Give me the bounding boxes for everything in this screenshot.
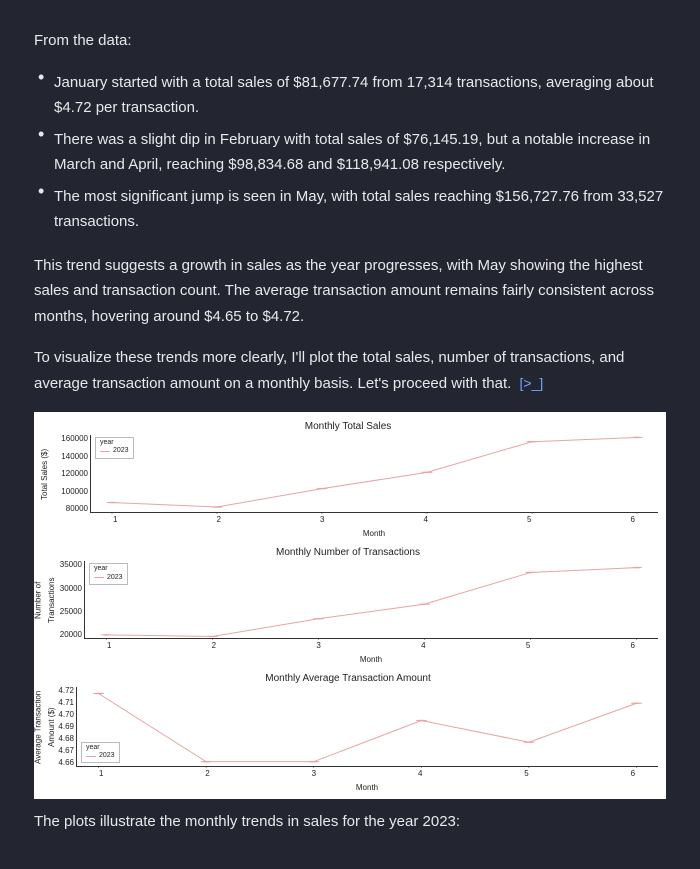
x-tick: 5 <box>527 513 531 527</box>
legend-label: 2023 <box>113 447 129 455</box>
x-ticks: 1 2 3 4 5 6 <box>76 767 658 781</box>
x-axis-label: Month <box>38 527 658 543</box>
x-tick: 5 <box>524 767 528 781</box>
x-tick: 6 <box>631 639 635 653</box>
legend-swatch <box>94 577 104 578</box>
legend-title: year <box>86 744 115 752</box>
legend-label: 2023 <box>107 574 123 582</box>
x-axis-label: Month <box>38 781 658 797</box>
plot-area: year2023 <box>76 687 658 767</box>
x-ticks: 1 2 3 4 5 6 <box>90 513 658 527</box>
trend-paragraph: This trend suggests a growth in sales as… <box>34 253 666 330</box>
x-tick: 4 <box>418 767 422 781</box>
y-tick: 80000 <box>52 505 88 513</box>
legend-item: 2023 <box>86 752 115 760</box>
y-axis-label: Number of Transactions <box>38 561 52 639</box>
outro-text: The plots illustrate the monthly trends … <box>34 809 666 835</box>
legend-swatch <box>100 451 110 452</box>
x-tick: 3 <box>312 767 316 781</box>
bullet-item: The most significant jump is seen in May… <box>38 184 666 235</box>
x-tick: 4 <box>421 639 425 653</box>
x-ticks: 1 2 3 4 5 6 <box>84 639 658 653</box>
y-axis-label: Average Transaction Amount ($) <box>38 687 52 767</box>
y-ticks: 160000 140000 120000 100000 80000 <box>52 435 90 513</box>
code-toggle-icon[interactable]: [>_] <box>519 375 543 391</box>
bullet-list: January started with a total sales of $8… <box>34 70 666 235</box>
x-tick: 6 <box>631 513 635 527</box>
y-tick: 120000 <box>52 470 88 478</box>
legend-title: year <box>94 565 123 573</box>
chart-title: Monthly Total Sales <box>38 416 658 435</box>
x-tick: 3 <box>320 513 324 527</box>
chart-title: Monthly Average Transaction Amount <box>38 668 658 687</box>
y-axis-label: Total Sales ($) <box>38 435 52 513</box>
legend: year2023 <box>95 437 134 459</box>
legend-label: 2023 <box>99 752 115 760</box>
y-tick: 160000 <box>52 435 88 443</box>
charts-panel: Monthly Total SalesTotal Sales ($)160000… <box>34 412 666 799</box>
legend-item: 2023 <box>94 574 123 582</box>
x-tick: 2 <box>216 513 220 527</box>
x-tick: 4 <box>424 513 428 527</box>
bullet-item: January started with a total sales of $8… <box>38 70 666 121</box>
legend-title: year <box>100 439 129 447</box>
legend: year2023 <box>89 563 128 585</box>
y-tick: 100000 <box>52 488 88 496</box>
legend-item: 2023 <box>100 447 129 455</box>
chart-title: Monthly Number of Transactions <box>38 542 658 561</box>
plot-area: year2023 <box>84 561 658 639</box>
x-tick: 3 <box>316 639 320 653</box>
legend: year2023 <box>81 742 120 764</box>
subplot: Monthly Number of TransactionsNumber of … <box>38 542 658 668</box>
viz-paragraph: To visualize these trends more clearly, … <box>34 345 666 396</box>
subplot: Monthly Average Transaction AmountAverag… <box>38 668 658 796</box>
legend-swatch <box>86 756 96 757</box>
x-tick: 6 <box>631 767 635 781</box>
y-tick: 140000 <box>52 453 88 461</box>
x-tick: 5 <box>526 639 530 653</box>
x-tick: 1 <box>113 513 117 527</box>
plot-area: year2023 <box>90 435 658 513</box>
bullet-item: There was a slight dip in February with … <box>38 127 666 178</box>
intro-text: From the data: <box>34 28 666 54</box>
subplot: Monthly Total SalesTotal Sales ($)160000… <box>38 416 658 542</box>
x-tick: 1 <box>107 639 111 653</box>
x-tick: 2 <box>205 767 209 781</box>
x-tick: 1 <box>99 767 103 781</box>
x-axis-label: Month <box>38 653 658 669</box>
x-tick: 2 <box>212 639 216 653</box>
